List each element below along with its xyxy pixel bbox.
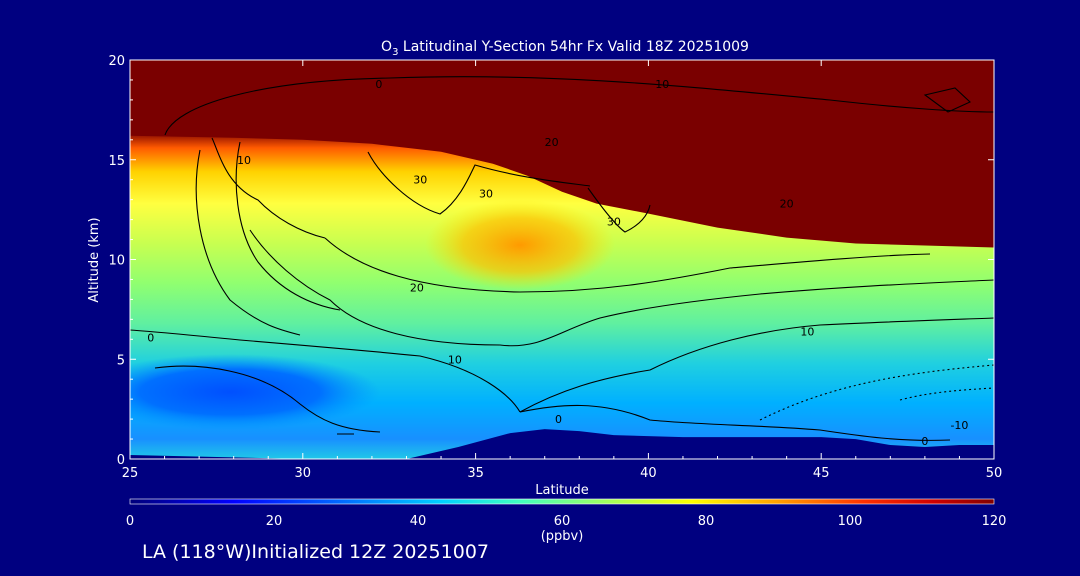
contour-line bbox=[923, 87, 971, 113]
title-subscript: 3 bbox=[392, 47, 398, 58]
contour-line bbox=[154, 365, 381, 433]
contour-label: 20 bbox=[780, 198, 794, 211]
chart-title: O3 Latitudinal Y-Section 54hr Fx Valid 1… bbox=[381, 39, 749, 58]
contour-line bbox=[519, 317, 994, 413]
colorbar-ticks: 0 20 40 60 80 100 120 bbox=[126, 514, 1007, 529]
contour-label: 0 bbox=[147, 331, 154, 344]
contour-label: 30 bbox=[607, 216, 621, 229]
contour-label: 20 bbox=[410, 281, 424, 294]
low-ozone-region bbox=[130, 354, 380, 430]
contour-line bbox=[324, 237, 931, 293]
contour-labels: 0 10 10 20 30 30 30 20 20 10 10 0 0 0 -10 bbox=[147, 78, 968, 448]
x-axis: 25 30 35 40 45 50 bbox=[122, 60, 1003, 481]
contour-label: 10 bbox=[800, 325, 814, 338]
contour-line bbox=[249, 229, 994, 347]
x-tick-label: 25 bbox=[122, 466, 139, 481]
contour-line bbox=[130, 329, 521, 413]
contour-label: 10 bbox=[655, 78, 669, 91]
contour-line bbox=[587, 187, 651, 233]
contour-line bbox=[235, 141, 341, 311]
contour-line bbox=[164, 76, 994, 136]
colorbar-tick-label: 80 bbox=[698, 514, 715, 529]
contour-line bbox=[759, 364, 994, 421]
contour-label: -10 bbox=[950, 419, 968, 432]
y-tick-label: 10 bbox=[108, 254, 125, 269]
contour-label: 20 bbox=[545, 136, 559, 149]
colorbar-tick-label: 100 bbox=[838, 514, 863, 529]
y-tick-label: 15 bbox=[108, 154, 125, 169]
contour-lines bbox=[130, 76, 994, 441]
contour-label: 0 bbox=[921, 435, 928, 448]
colorbar-tick-label: 120 bbox=[982, 514, 1007, 529]
contour-line bbox=[211, 137, 326, 239]
contour-label: 30 bbox=[479, 188, 493, 201]
footer-init-info: LA (118°W)Initialized 12Z 20251007 bbox=[142, 541, 489, 563]
y-axis: 0 5 10 15 20 bbox=[108, 54, 994, 468]
y-tick-label: 5 bbox=[117, 353, 125, 368]
y-tick-label: 20 bbox=[108, 54, 125, 69]
terrain-mask bbox=[130, 429, 994, 459]
colorbar bbox=[129, 498, 995, 505]
colorbar-tick-label: 60 bbox=[554, 514, 571, 529]
colorbar-tick-label: 40 bbox=[410, 514, 427, 529]
contour-label: 10 bbox=[237, 154, 251, 167]
plot-area: 0 10 10 20 30 30 30 20 20 10 10 0 0 0 -10 bbox=[130, 60, 994, 459]
colorbar-tick-label: 20 bbox=[266, 514, 283, 529]
contour-label: 10 bbox=[448, 353, 462, 366]
colorbar-unit-label: (ppbv) bbox=[541, 529, 584, 544]
y-axis-label: Altitude (km) bbox=[87, 217, 102, 302]
contour-line bbox=[899, 387, 994, 401]
contour-label: 30 bbox=[413, 174, 427, 187]
contour-line bbox=[195, 149, 301, 336]
x-tick-label: 50 bbox=[986, 466, 1003, 481]
contour-label: 0 bbox=[375, 78, 382, 91]
x-tick-label: 35 bbox=[467, 466, 484, 481]
colorbar-tick-label: 0 bbox=[126, 514, 134, 529]
high-ozone-core bbox=[425, 200, 615, 290]
contour-label: 0 bbox=[555, 413, 562, 426]
contour-line bbox=[519, 404, 951, 441]
x-tick-label: 30 bbox=[295, 466, 312, 481]
y-tick-label: 0 bbox=[117, 453, 125, 468]
stratospheric-ozone-region bbox=[130, 60, 994, 248]
x-axis-label: Latitude bbox=[535, 483, 589, 498]
x-tick-label: 40 bbox=[640, 466, 657, 481]
x-tick-label: 45 bbox=[813, 466, 830, 481]
contour-line bbox=[367, 151, 591, 215]
